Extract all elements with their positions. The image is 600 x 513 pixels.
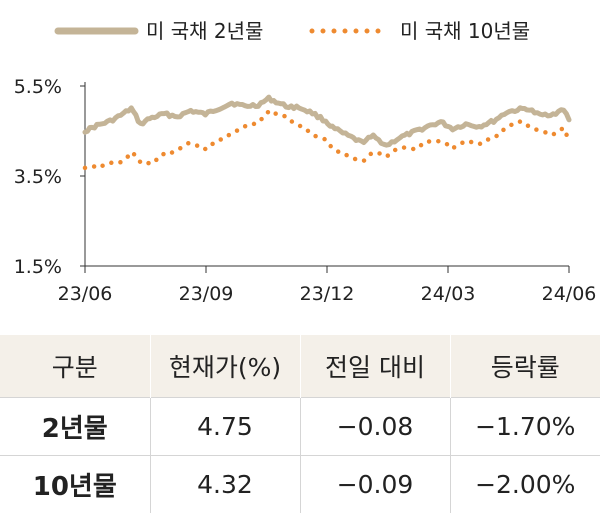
y-tick-label: 3.5% — [14, 166, 62, 188]
legend-label: 미 국채 2년물 — [146, 19, 263, 43]
current-price-cell: 4.32 — [150, 456, 300, 513]
y-tick-label: 1.5% — [14, 256, 62, 278]
yield-chart: 미 국채 2년물 미 국채 10년물 1.5% 3.5% 5.5% 23/06 23/09 2… — [0, 0, 600, 330]
header-daily-change: 전일 대비 — [300, 335, 450, 398]
table-row: 2년물 4.75 −0.08 −1.70% — [0, 398, 600, 456]
x-tick-label: 24/03 — [421, 283, 476, 305]
legend-label: 미 국채 10년물 — [400, 19, 530, 43]
header-change-rate: 등락률 — [450, 335, 600, 398]
daily-change-cell: −0.09 — [300, 456, 450, 513]
yield-summary-table: 구분 현재가(%) 전일 대비 등락률 2년물 4.75 −0.08 −1.70… — [0, 335, 600, 513]
x-tick-label: 23/06 — [58, 283, 113, 305]
change-rate-cell: −2.00% — [450, 456, 600, 513]
table-header-row: 구분 현재가(%) 전일 대비 등락률 — [0, 335, 600, 398]
table-row: 10년물 4.32 −0.09 −2.00% — [0, 456, 600, 513]
change-rate-cell: −1.70% — [450, 398, 600, 456]
row-label: 2년물 — [0, 398, 150, 456]
x-tick-label: 23/12 — [300, 283, 355, 305]
header-category: 구분 — [0, 335, 150, 398]
daily-change-cell: −0.08 — [300, 398, 450, 456]
row-label: 10년물 — [0, 456, 150, 513]
header-current-price: 현재가(%) — [150, 335, 300, 398]
x-tick-label: 24/06 — [542, 283, 597, 305]
y-tick-label: 5.5% — [14, 76, 62, 98]
current-price-cell: 4.75 — [150, 398, 300, 456]
chart-svg: 미 국채 2년물 미 국채 10년물 1.5% 3.5% 5.5% 23/06 23/09 2… — [0, 0, 600, 330]
x-tick-label: 23/09 — [179, 283, 234, 305]
